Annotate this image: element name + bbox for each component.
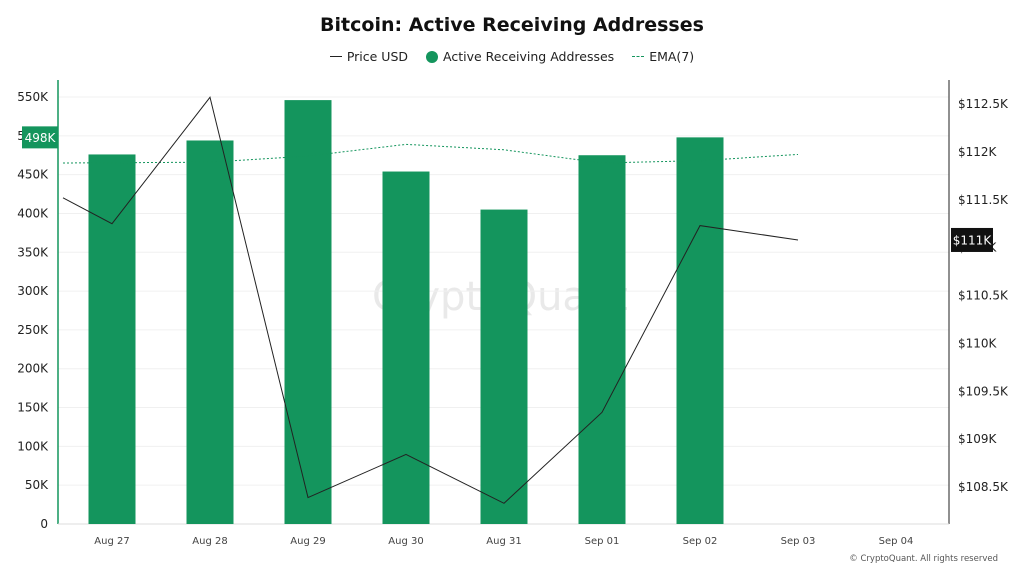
y-right-tick-label: $112.5K [958,97,1009,111]
bar [382,171,430,524]
bar [578,155,626,524]
y-left-tick-label: 50K [25,478,49,492]
x-tick-label: Aug 29 [290,536,325,547]
right-value-marker-label: $111K [953,233,993,247]
x-tick-label: Sep 02 [683,536,718,547]
chart-title: Bitcoin: Active Receiving Addresses [320,14,704,36]
bar [676,137,724,524]
y-left-tick-label: 250K [17,323,49,337]
x-tick-label: Aug 30 [388,536,423,547]
copyright-text: © CryptoQuant. All rights reserved [849,554,998,564]
y-left-tick-label: 350K [17,245,49,259]
right-value-marker [951,227,993,252]
left-value-marker [22,126,58,149]
x-tick-label: Aug 31 [486,536,521,547]
chart-legend: Price USD Active Receiving Addresses EMA… [0,49,1024,64]
dashed-swatch-icon [632,56,645,57]
bar [480,209,528,524]
y-left-tick-label: 150K [17,401,49,415]
x-tick-label: Sep 04 [879,536,914,547]
legend-label-addresses: Active Receiving Addresses [443,49,615,64]
dot-swatch-icon [426,50,439,63]
y-right-tick-label: $112K [958,145,998,159]
y-left-tick-label: 450K [17,168,49,182]
legend-item-price[interactable]: Price USD [329,49,409,64]
y-right-tick-label: $108.5K [958,480,1009,494]
bar [186,140,234,524]
y-right-tick-label: $111.5K [958,193,1009,207]
x-tick-label: Aug 28 [192,536,227,547]
y-right-tick-label: $110.5K [958,289,1009,303]
y-left-tick-label: 200K [17,362,49,376]
legend-item-ema[interactable]: EMA(7) [632,49,694,64]
legend-label-ema: EMA(7) [649,49,695,64]
y-left-tick-label: 0 [40,517,48,531]
price-line [62,96,799,504]
legend-item-addresses[interactable]: Active Receiving Addresses [426,49,614,64]
left-value-marker-label: 498K [25,131,57,145]
x-tick-label: Sep 03 [781,536,816,547]
y-right-tick-label: $110K [958,336,998,350]
ema-line [62,143,799,164]
bar [88,154,136,524]
y-left-tick-label: 100K [17,439,49,453]
line-swatch-icon [329,56,342,57]
bar [284,100,332,524]
legend-label-price: Price USD [346,49,409,64]
y-right-tick-label: $109K [958,432,998,446]
y-right-tick-label: $109.5K [958,384,1009,398]
y-left-tick-label: 300K [17,284,49,298]
y-left-tick-label: 550K [17,90,49,104]
x-tick-label: Sep 01 [585,536,620,547]
y-left-tick-label: 400K [17,206,49,220]
x-tick-label: Aug 27 [94,536,129,547]
